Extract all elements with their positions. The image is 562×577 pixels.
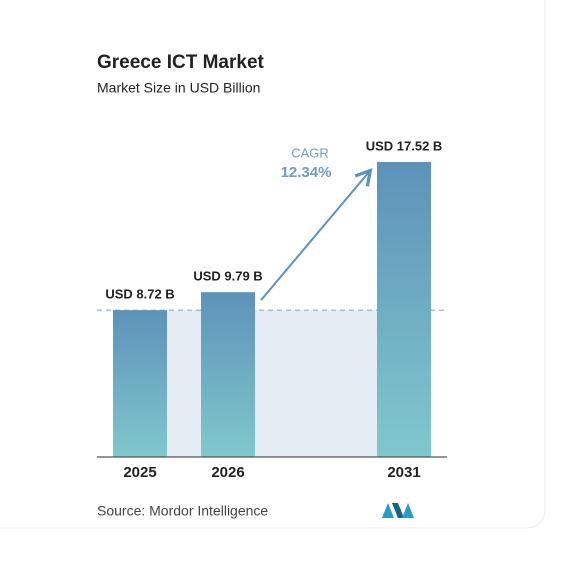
cagr-value: 12.34%	[281, 164, 332, 181]
cagr-label: CAGR	[291, 145, 329, 160]
x-tick-label: 2025	[123, 464, 156, 481]
x-tick-label: 2031	[387, 464, 420, 481]
source: Source: Mordor Intelligence	[97, 503, 268, 519]
bar	[113, 310, 167, 457]
chart-subtitle: Market Size in USD Billion	[97, 80, 260, 96]
cagr-arrow	[260, 168, 373, 301]
value-label: USD 17.52 B	[366, 138, 443, 153]
growth-area	[167, 310, 377, 457]
x-tick-label: 2026	[211, 464, 244, 481]
chart-title: Greece ICT Market	[97, 52, 265, 73]
value-label: USD 9.79 B	[193, 269, 262, 284]
value-label: USD 8.72 B	[105, 287, 174, 302]
bar	[201, 292, 255, 457]
bar	[377, 162, 431, 457]
logo	[382, 503, 414, 518]
